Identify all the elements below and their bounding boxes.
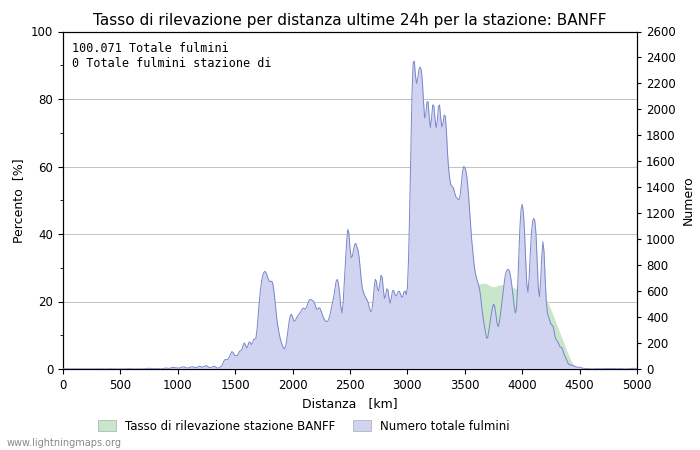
X-axis label: Distanza   [km]: Distanza [km] xyxy=(302,397,398,410)
Y-axis label: Percento  [%]: Percento [%] xyxy=(13,158,25,243)
Title: Tasso di rilevazione per distanza ultime 24h per la stazione: BANFF: Tasso di rilevazione per distanza ultime… xyxy=(93,13,607,27)
Text: 100.071 Totale fulmini
0 Totale fulmini stazione di: 100.071 Totale fulmini 0 Totale fulmini … xyxy=(71,42,271,70)
Text: www.lightningmaps.org: www.lightningmaps.org xyxy=(7,438,122,448)
Legend: Tasso di rilevazione stazione BANFF, Numero totale fulmini: Tasso di rilevazione stazione BANFF, Num… xyxy=(93,415,514,437)
Y-axis label: Numero: Numero xyxy=(681,176,694,225)
